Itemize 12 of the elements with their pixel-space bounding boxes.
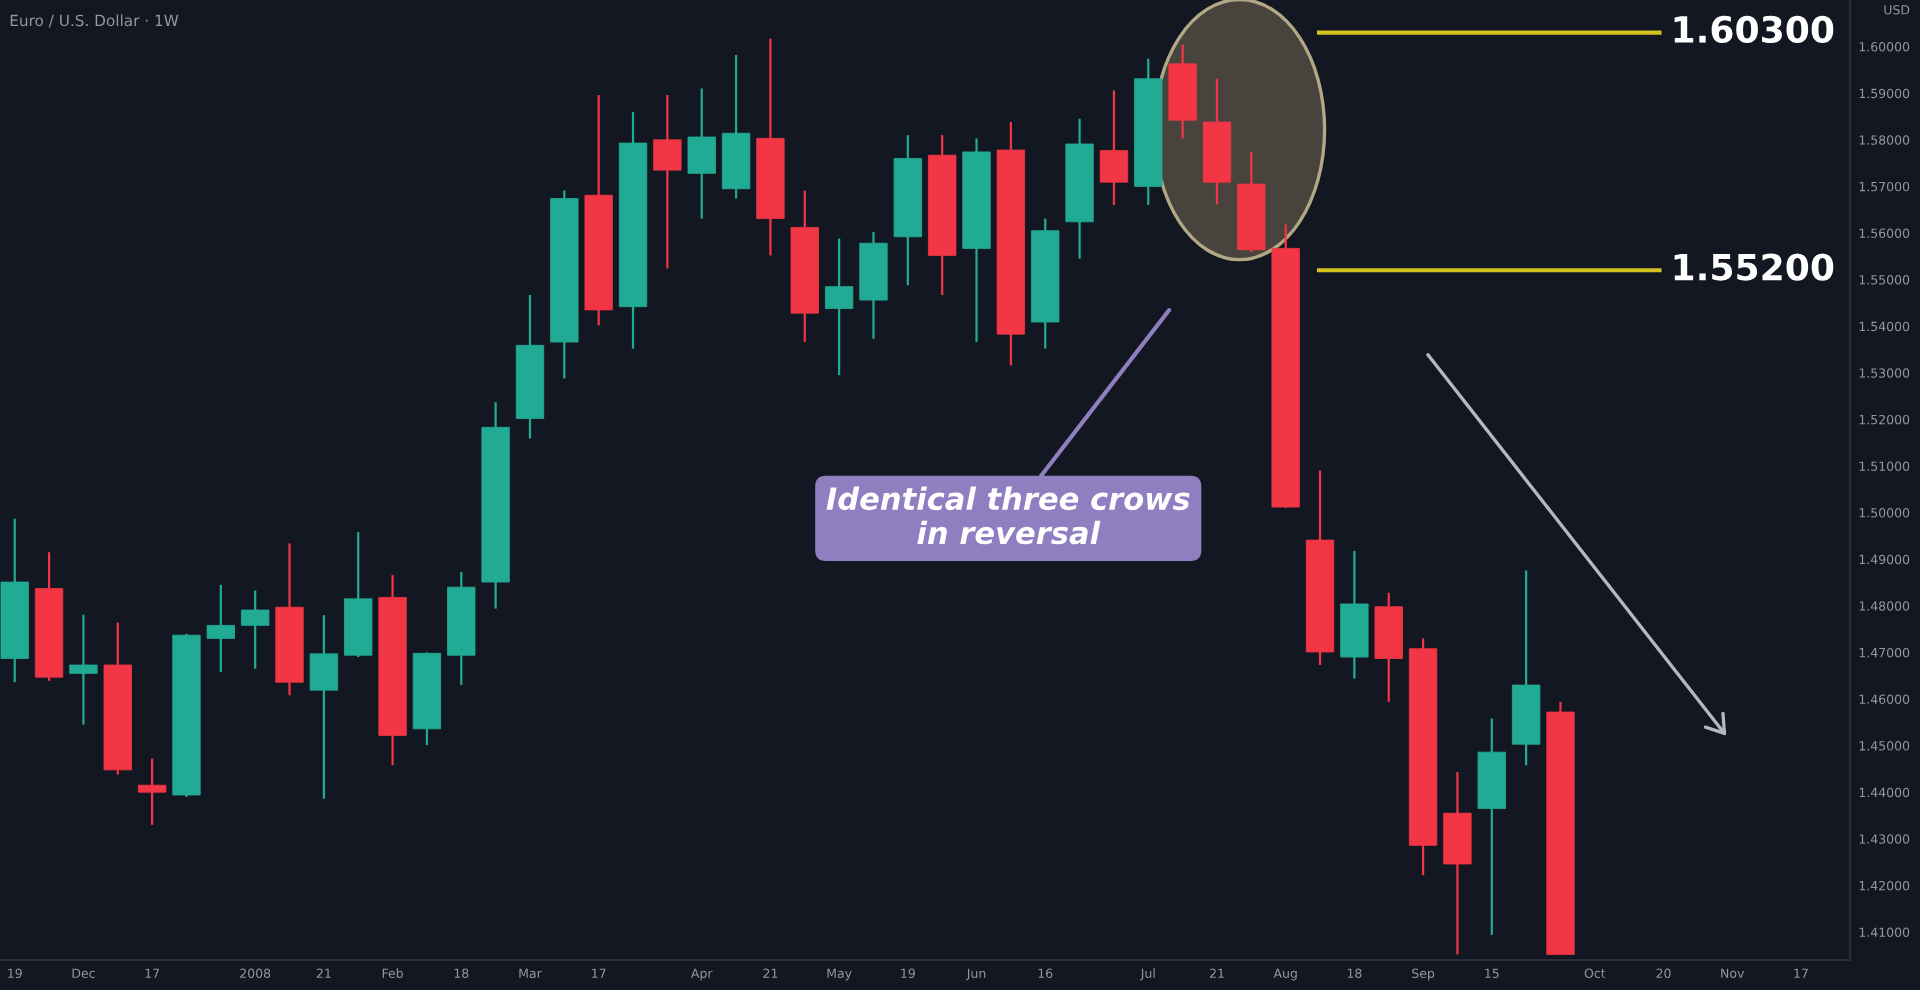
candlestick: [309, 614, 339, 800]
annotation: Identical three crows in reversal: [826, 486, 1190, 545]
ref-line-label: 1.60300: [1674, 15, 1834, 44]
candlestick: [241, 589, 270, 670]
candlestick: [824, 237, 854, 377]
candlestick: [137, 757, 167, 826]
candlestick: [653, 93, 682, 270]
candlestick: [206, 583, 235, 674]
candlestick: [1099, 89, 1129, 207]
candlestick: [69, 613, 98, 726]
candlestick: [687, 87, 716, 220]
ref-line-label: 1.55200: [1674, 253, 1834, 281]
